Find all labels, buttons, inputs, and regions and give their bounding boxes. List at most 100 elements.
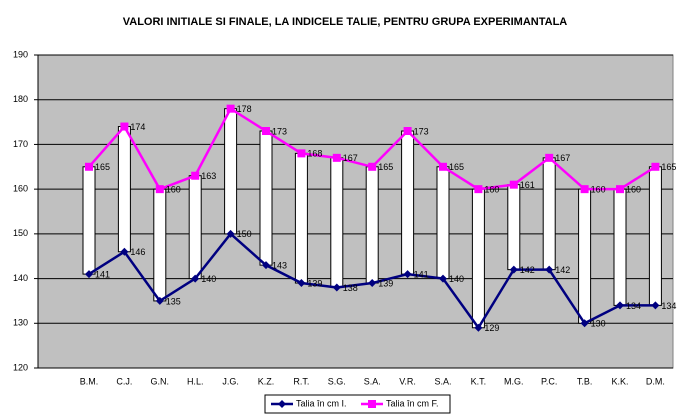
marker bbox=[651, 301, 660, 310]
marker bbox=[616, 185, 624, 194]
legend-label: Talia în cm I. bbox=[296, 398, 347, 408]
x-tick-label: B.M. bbox=[80, 376, 99, 386]
data-label: 129 bbox=[484, 323, 499, 333]
data-label: 139 bbox=[307, 278, 322, 288]
up-down-bar bbox=[436, 166, 450, 280]
up-down-bar bbox=[613, 188, 627, 306]
data-label: 143 bbox=[272, 261, 287, 271]
x-tick-label: P.C. bbox=[541, 376, 557, 386]
x-tick-label: V.R. bbox=[399, 376, 416, 386]
marker bbox=[155, 185, 164, 194]
y-tick-label: 120 bbox=[13, 362, 28, 372]
marker bbox=[474, 185, 483, 194]
y-tick-label: 190 bbox=[13, 49, 28, 59]
up-down-bar bbox=[507, 184, 521, 271]
marker bbox=[545, 153, 554, 162]
up-down-bar bbox=[294, 152, 308, 284]
marker bbox=[155, 296, 164, 305]
marker bbox=[262, 127, 270, 136]
marker bbox=[297, 149, 306, 158]
x-tick-label: K.Z. bbox=[258, 376, 275, 386]
data-label: 142 bbox=[555, 265, 570, 275]
data-label: 135 bbox=[166, 296, 181, 306]
marker bbox=[403, 127, 412, 136]
marker bbox=[474, 323, 483, 332]
data-label: 168 bbox=[307, 149, 322, 159]
up-down-bar bbox=[648, 166, 662, 306]
marker bbox=[120, 247, 129, 256]
data-label: 134 bbox=[661, 301, 676, 311]
y-tick-label: 130 bbox=[13, 318, 28, 328]
marker bbox=[120, 122, 129, 131]
marker bbox=[439, 162, 447, 171]
x-tick-label: S.A. bbox=[364, 376, 381, 386]
data-label: 134 bbox=[626, 301, 641, 311]
marker bbox=[85, 162, 93, 171]
data-label: 140 bbox=[201, 274, 216, 284]
x-tick-label: C.J. bbox=[116, 376, 132, 386]
data-label: 178 bbox=[237, 104, 252, 114]
up-down-bar bbox=[117, 126, 131, 253]
data-label: 160 bbox=[626, 185, 641, 195]
x-tick-label: H.L. bbox=[187, 376, 204, 386]
data-label: 142 bbox=[520, 265, 535, 275]
x-tick-label: T.B. bbox=[577, 376, 593, 386]
x-tick-label: D.M. bbox=[646, 376, 665, 386]
data-label: 167 bbox=[555, 153, 570, 163]
x-tick-label: K.T. bbox=[471, 376, 487, 386]
legend-label: Talia în cm F. bbox=[386, 398, 439, 408]
legend: Talia în cm I. Talia în cm F. bbox=[264, 394, 451, 414]
marker bbox=[616, 301, 624, 310]
marker bbox=[226, 104, 235, 113]
x-tick-label: J.G. bbox=[222, 376, 239, 386]
marker bbox=[545, 265, 554, 274]
marker bbox=[509, 265, 518, 274]
up-down-bar bbox=[401, 130, 415, 275]
marker bbox=[509, 180, 518, 189]
up-down-bar bbox=[259, 130, 273, 266]
marker bbox=[226, 229, 235, 238]
up-down-bar bbox=[330, 157, 344, 289]
marker bbox=[332, 153, 341, 162]
data-label: 146 bbox=[130, 247, 145, 257]
up-down-bar bbox=[82, 166, 96, 275]
data-label: 160 bbox=[591, 185, 606, 195]
data-label: 160 bbox=[166, 185, 181, 195]
data-label: 141 bbox=[414, 269, 429, 279]
x-tick-label: M.G. bbox=[504, 376, 524, 386]
marker bbox=[85, 270, 93, 279]
marker bbox=[191, 171, 200, 180]
data-label: 139 bbox=[378, 278, 393, 288]
data-label: 163 bbox=[201, 171, 216, 181]
marker bbox=[368, 162, 377, 171]
up-down-bar bbox=[188, 175, 202, 280]
up-down-bar bbox=[224, 108, 238, 235]
legend-box bbox=[264, 394, 451, 414]
data-label: 174 bbox=[130, 122, 145, 132]
chart-title: VALORI INITIALE SI FINALE, LA INDICELE T… bbox=[123, 16, 568, 28]
data-label: 167 bbox=[343, 153, 358, 163]
up-down-bar bbox=[471, 188, 485, 329]
marker bbox=[297, 279, 306, 288]
up-down-bar bbox=[153, 188, 167, 302]
x-tick-label: R.T. bbox=[293, 376, 309, 386]
data-label: 165 bbox=[378, 162, 393, 172]
data-label: 160 bbox=[484, 185, 499, 195]
data-label: 138 bbox=[343, 283, 358, 293]
data-label: 141 bbox=[95, 269, 110, 279]
x-tick-label: G.N. bbox=[151, 376, 170, 386]
up-down-bar bbox=[578, 188, 592, 324]
up-down-bar bbox=[542, 157, 556, 271]
data-label: 150 bbox=[237, 229, 252, 239]
y-tick-label: 150 bbox=[13, 228, 28, 238]
y-tick-label: 180 bbox=[13, 94, 28, 104]
data-label: 130 bbox=[591, 319, 606, 329]
y-tick-label: 140 bbox=[13, 273, 28, 283]
marker bbox=[368, 279, 377, 288]
data-label: 173 bbox=[272, 126, 287, 136]
marker bbox=[403, 270, 412, 279]
x-tick-label: S.A. bbox=[434, 376, 451, 386]
x-tick-label: K.K. bbox=[611, 376, 628, 386]
y-tick-label: 170 bbox=[13, 139, 28, 149]
